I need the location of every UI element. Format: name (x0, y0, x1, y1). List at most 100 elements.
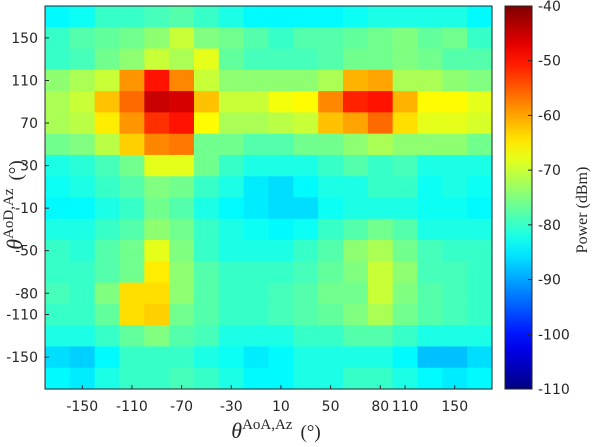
heatmap-cell (94, 48, 121, 71)
heatmap-cell (392, 218, 419, 241)
heatmap-cell (194, 218, 220, 241)
y-tick-label: 110 (11, 73, 38, 89)
x-tick-label: 110 (392, 399, 419, 415)
x-tick-label: -110 (116, 399, 148, 415)
heatmap-cell (94, 69, 121, 92)
heatmap-cell (194, 69, 220, 92)
heatmap-cell (343, 27, 369, 50)
heatmap-cell (442, 218, 468, 241)
y-axis-label-symbol: θ (2, 239, 27, 250)
heatmap-cell (318, 240, 344, 262)
heatmap-cell (144, 240, 170, 262)
heatmap-cell (417, 154, 443, 177)
heatmap-cell (293, 240, 319, 262)
heatmap-cell (367, 69, 394, 92)
heatmap-cell (45, 112, 71, 135)
heatmap-cell (392, 176, 419, 199)
heatmap-cell (392, 48, 419, 71)
heatmap-cell (367, 6, 394, 28)
heatmap-cell (243, 261, 270, 284)
heatmap-cell (69, 282, 96, 305)
heatmap-cell (367, 240, 394, 262)
heatmap-cell (467, 69, 493, 92)
heatmap-cell (119, 240, 145, 262)
heatmap-cell (343, 176, 369, 199)
heatmap-cell (268, 218, 294, 241)
heatmap-cell (144, 346, 170, 369)
colorbar-tick-label: -70 (538, 163, 561, 179)
heatmap-cell (343, 91, 369, 113)
heatmap-cell (94, 91, 121, 113)
heatmap-cell (268, 261, 294, 284)
heatmap-cell (119, 197, 145, 220)
heatmap-cell (194, 325, 220, 348)
x-axis-ticks: -150 -110 -70 -30 10 50 80 110 150 (66, 385, 468, 415)
heatmap-cell (268, 91, 294, 113)
heatmap-cell (218, 154, 245, 177)
heatmap-cell (268, 367, 294, 390)
heatmap-cell (169, 69, 195, 92)
heatmap-cell (169, 6, 195, 28)
heatmap-cell (144, 27, 170, 50)
heatmap-cell (392, 6, 419, 28)
heatmap-cell (343, 282, 369, 305)
heatmap-cell (243, 133, 270, 156)
heatmap-cell (442, 48, 468, 71)
heatmap-cell (94, 6, 121, 28)
heatmap-cell (318, 112, 344, 135)
y-tick-label: -110 (6, 308, 38, 324)
heatmap-cell (218, 325, 245, 348)
heatmap-cell (69, 240, 96, 262)
heatmap-cell (169, 218, 195, 241)
heatmap-cell (467, 91, 493, 113)
heatmap-cell (119, 303, 145, 326)
heatmap-cell (194, 176, 220, 199)
heatmap-cell (218, 6, 245, 28)
heatmap-cell (45, 346, 71, 369)
heatmap-cell (243, 325, 270, 348)
heatmap-cell (318, 69, 344, 92)
heatmap-cell (417, 346, 443, 369)
heatmap-cell (367, 218, 394, 241)
heatmap-cell (293, 69, 319, 92)
heatmap-cell (392, 325, 419, 348)
heatmap-cell (69, 112, 96, 135)
heatmap-cell (392, 367, 419, 390)
heatmap-cell (268, 154, 294, 177)
heatmap-cell (467, 176, 493, 199)
heatmap-cell (119, 27, 145, 50)
heatmap-cell (69, 218, 96, 241)
heatmap-cell (442, 261, 468, 284)
heatmap-cell (194, 240, 220, 262)
heatmap-cell (69, 325, 96, 348)
colorbar-tick-label: -80 (538, 218, 561, 234)
heatmap-cell (442, 367, 468, 390)
heatmap-cell (243, 91, 270, 113)
heatmap-cell (442, 112, 468, 135)
heatmap-cell (119, 154, 145, 177)
x-axis-label: θAoA,Az (°) (231, 417, 320, 443)
heatmap-cell (218, 346, 245, 369)
heatmap-cell (243, 6, 270, 28)
y-tick-label: -150 (6, 350, 38, 366)
y-axis-ticks: 150 110 70 30 -10 -50 -80 -110 -150 (6, 31, 49, 366)
heatmap-cell (268, 133, 294, 156)
heatmap-cell (169, 112, 195, 135)
heatmap-cell (293, 197, 319, 220)
heatmap-cell (367, 261, 394, 284)
heatmap-cell (144, 133, 170, 156)
heatmap-cell (268, 176, 294, 199)
heatmap-cell (417, 133, 443, 156)
plot-frame (44, 5, 493, 390)
heatmap-cell (367, 154, 394, 177)
heatmap-cell (169, 91, 195, 113)
heatmap-cell (94, 112, 121, 135)
heatmap-cell (392, 261, 419, 284)
heatmap-cell (293, 176, 319, 199)
x-axis-label-symbol: θ (231, 418, 242, 443)
heatmap-cell (442, 325, 468, 348)
heatmap-cell (119, 48, 145, 71)
y-tick-label: -80 (15, 286, 38, 302)
heatmap-cell (194, 27, 220, 50)
